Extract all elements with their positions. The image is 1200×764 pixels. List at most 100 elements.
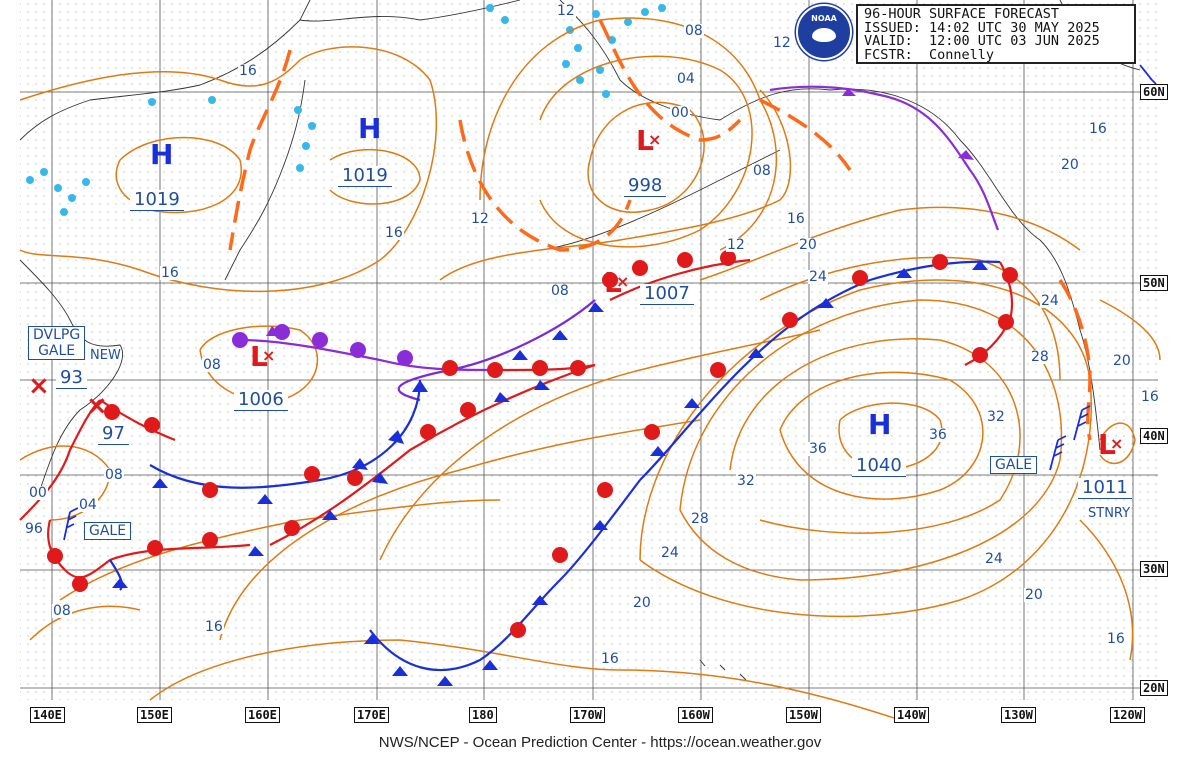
isobar-label: 24 bbox=[984, 551, 1004, 567]
lat-label-20n: 20N bbox=[1140, 680, 1168, 696]
low-coast-stationary-note: STNRY bbox=[1088, 506, 1131, 521]
lon-label-170e: 170E bbox=[354, 707, 389, 723]
isobar-label: 36 bbox=[928, 427, 948, 443]
low-aleutian-x: × bbox=[616, 272, 629, 291]
isobar-label: 00 bbox=[28, 485, 48, 501]
troughs bbox=[228, 19, 1092, 441]
low-bering-symbol: L bbox=[636, 124, 654, 157]
high-3-symbol: H bbox=[868, 408, 892, 441]
isobar-label: 24 bbox=[660, 545, 680, 561]
wind-barbs bbox=[63, 64, 1157, 541]
isobar-label: 00 bbox=[670, 105, 690, 121]
low-japan-b-x: × bbox=[86, 391, 108, 421]
isobar-label: 28 bbox=[1030, 349, 1050, 365]
high-3-pressure: 1040 bbox=[852, 456, 906, 477]
isobar-label: 08 bbox=[684, 23, 704, 39]
gale-east-box: GALE bbox=[990, 456, 1038, 474]
isobar-label: 96 bbox=[24, 521, 44, 537]
isobar-label: 20 bbox=[632, 595, 652, 611]
isobar-label: 20 bbox=[798, 237, 818, 253]
isobar-label: 12 bbox=[772, 35, 792, 51]
isobar-label: 24 bbox=[1040, 293, 1060, 309]
isobar-label: 04 bbox=[676, 71, 696, 87]
isobar-label: 16 bbox=[1088, 121, 1108, 137]
footer-credit: NWS/NCEP - Ocean Prediction Center - htt… bbox=[378, 734, 822, 751]
isobar-label: 28 bbox=[690, 511, 710, 527]
low-west-x: × bbox=[262, 346, 275, 365]
lon-label-140w: 140W bbox=[894, 707, 929, 723]
lat-label-30n: 30N bbox=[1140, 561, 1168, 577]
developing-gale-line1: DVLPG bbox=[33, 327, 81, 343]
noaa-logo-label: NOAA bbox=[811, 14, 837, 23]
lon-label-160e: 160E bbox=[245, 707, 280, 723]
low-japan-a-x: × bbox=[28, 371, 50, 401]
low-coast-symbol: L bbox=[1098, 428, 1116, 461]
high-2-pressure: 1019 bbox=[338, 166, 392, 187]
isobar-label: 16 bbox=[1106, 631, 1126, 647]
low-japan-b-pressure: 97 bbox=[98, 424, 129, 445]
isobar-label: 08 bbox=[550, 283, 570, 299]
isobar-label: 04 bbox=[78, 497, 98, 513]
isobar-label: 16 bbox=[384, 225, 404, 241]
isobar-label: 20 bbox=[1112, 353, 1132, 369]
front-symbols bbox=[47, 88, 1018, 686]
isobar-label: 08 bbox=[752, 163, 772, 179]
lat-label-60n: 60N bbox=[1140, 84, 1168, 100]
isobar-label: 16 bbox=[238, 63, 258, 79]
isobar-label: 24 bbox=[808, 269, 828, 285]
header-title: 96-HOUR SURFACE FORECAST bbox=[864, 6, 1060, 22]
high-2-symbol: H bbox=[358, 112, 382, 145]
isobar-label: 20 bbox=[1060, 157, 1080, 173]
lat-label-50n: 50N bbox=[1140, 275, 1168, 291]
high-1-symbol: H bbox=[150, 138, 174, 171]
lon-label-150e: 150E bbox=[137, 707, 172, 723]
low-west-symbol: L bbox=[250, 340, 268, 373]
low-coast-x: × bbox=[1110, 434, 1123, 453]
isobar-label: 16 bbox=[160, 265, 180, 281]
lon-label-170w: 170W bbox=[570, 707, 605, 723]
isobar-label: 08 bbox=[202, 357, 222, 373]
noaa-logo-bird bbox=[812, 28, 836, 42]
isobar-label: 12 bbox=[556, 3, 576, 19]
isobar-label: 16 bbox=[204, 619, 224, 635]
isobar-label: 12 bbox=[470, 211, 490, 227]
developing-gale-box: DVLPG GALE bbox=[28, 326, 86, 360]
isobar-label: 16 bbox=[786, 211, 806, 227]
isobar-label: 12 bbox=[726, 237, 746, 253]
lon-label-180: 180 bbox=[469, 707, 497, 723]
graticule bbox=[20, 0, 1158, 700]
isobar-label: 32 bbox=[986, 409, 1006, 425]
low-bering-pressure: 998 bbox=[624, 176, 667, 197]
isobar-label: 08 bbox=[52, 603, 72, 619]
isobar-label: 20 bbox=[1024, 587, 1044, 603]
lon-label-130w: 130W bbox=[1001, 707, 1036, 723]
isobar-label: 32 bbox=[736, 473, 756, 489]
sea-ice bbox=[26, 4, 666, 216]
developing-gale-line2: GALE bbox=[38, 343, 76, 359]
forecast-header: 96-HOUR SURFACE FORECAST ISSUED: 14:02 U… bbox=[856, 4, 1136, 64]
low-aleutian-pressure: 1007 bbox=[640, 284, 694, 305]
low-coast-pressure: 1011 bbox=[1078, 478, 1132, 499]
lon-label-140e: 140E bbox=[30, 707, 65, 723]
lat-label-40n: 40N bbox=[1140, 428, 1168, 444]
noaa-logo: NOAA bbox=[796, 4, 852, 60]
low-aleutian-symbol: L bbox=[604, 266, 622, 299]
header-issued: ISSUED: 14:02 UTC 30 MAY 2025 bbox=[864, 19, 1100, 36]
header-valid: VALID: 12:00 UTC 03 JUN 2025 bbox=[864, 33, 1100, 49]
high-1-pressure: 1019 bbox=[130, 190, 184, 211]
low-japan-a-pressure: 93 bbox=[56, 368, 87, 389]
low-west-pressure: 1006 bbox=[234, 390, 288, 411]
isobar-label: 16 bbox=[600, 651, 620, 667]
lon-label-160w: 160W bbox=[678, 707, 713, 723]
gale-west-box: GALE bbox=[84, 522, 132, 540]
lon-label-150w: 150W bbox=[786, 707, 821, 723]
isobar-label: 36 bbox=[808, 441, 828, 457]
low-bering-x: × bbox=[648, 130, 661, 149]
lon-label-120w: 120W bbox=[1110, 707, 1145, 723]
header-forecaster: FCSTR: Connelly bbox=[864, 46, 995, 63]
low-markers: L × L × L × L × × × bbox=[28, 124, 1123, 461]
isobar-label: 08 bbox=[104, 467, 124, 483]
new-label: NEW bbox=[90, 348, 121, 363]
isobar-label: 16 bbox=[1140, 389, 1160, 405]
